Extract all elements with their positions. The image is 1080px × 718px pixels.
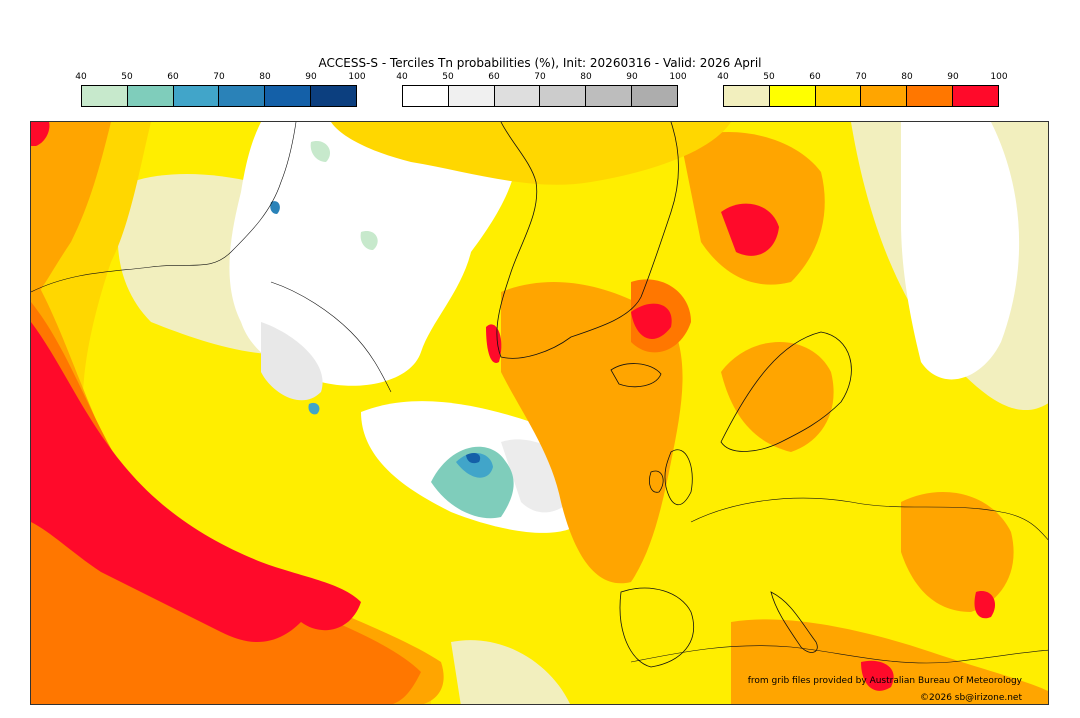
legend-swatch: [540, 86, 587, 106]
red-zone: [631, 303, 672, 339]
legend-swatch: [219, 86, 266, 106]
below-normal-zone: [270, 201, 280, 214]
coastline-italy: [770, 591, 818, 653]
coastline-greenland: [496, 122, 679, 359]
coastline-europe: [690, 497, 1048, 541]
tick-label: 70: [855, 72, 867, 82]
legend-swatch: [724, 86, 770, 106]
legend-swatch: [907, 86, 954, 106]
below-normal-zone: [360, 231, 378, 250]
near-normal-zone: [901, 122, 1020, 380]
red-zone: [861, 660, 894, 691]
legend-swatch: [861, 86, 908, 106]
coastline-britain: [664, 449, 693, 505]
tick-label: 70: [213, 72, 225, 82]
near-normal-zone: [261, 322, 323, 401]
orange-band: [31, 122, 111, 302]
tick-label: 80: [580, 72, 592, 82]
chart-title: ACCESS-S - Terciles Tn probabilities (%)…: [318, 56, 762, 70]
legend-swatch: [265, 86, 312, 106]
coastline-iberia: [619, 587, 694, 668]
source-credit: from grib files provided by Australian B…: [747, 676, 1022, 686]
orange-band: [901, 492, 1014, 612]
tick-label: 90: [947, 72, 959, 82]
legend-colorbar: [402, 85, 678, 107]
below-normal-zone: [466, 452, 481, 464]
coastline-africa: [630, 645, 1048, 664]
below-normal-zone: [431, 446, 514, 519]
legend-swatch: [494, 86, 541, 106]
legend-swatch: [953, 86, 998, 106]
legend-swatch: [586, 86, 633, 106]
legend-below-normal: 40 50 60 70 80 90 100: [75, 72, 366, 107]
tick-label: 100: [669, 72, 687, 82]
coastline-scandinavia: [720, 331, 852, 452]
legend-swatch: [82, 86, 128, 106]
red-zone: [486, 324, 502, 363]
tick-label: 40: [75, 72, 87, 82]
legend-swatch: [632, 86, 677, 106]
coastline-north-america: [31, 122, 297, 293]
dark-orange-band: [31, 302, 421, 704]
legend-ticks: 40 50 60 70 80 90 100: [396, 72, 686, 85]
tick-label: 100: [990, 72, 1008, 82]
coastline-labrador: [270, 281, 392, 393]
tick-label: 40: [717, 72, 729, 82]
orange-band: [721, 342, 834, 452]
below-normal-zone: [456, 452, 493, 478]
legend-swatch: [311, 86, 356, 106]
coastline-ireland: [649, 470, 664, 493]
tick-label: 90: [626, 72, 638, 82]
tick-label: 50: [763, 72, 775, 82]
legend-swatch: [173, 86, 220, 106]
legend-above-normal: 40 50 60 70 80 90 100: [717, 72, 1008, 107]
pale-zone: [451, 640, 570, 704]
legend-swatch: [403, 86, 449, 106]
copyright: ©2026 sb@irizone.net: [920, 693, 1022, 703]
tick-label: 60: [809, 72, 821, 82]
tick-label: 60: [167, 72, 179, 82]
map-svg: [31, 122, 1048, 704]
legend-ticks: 40 50 60 70 80 90 100: [75, 72, 365, 85]
tick-label: 40: [396, 72, 408, 82]
below-normal-zone: [310, 141, 331, 162]
legend-near-normal: 40 50 60 70 80 90 100: [396, 72, 687, 107]
legend-swatch: [127, 86, 174, 106]
legend-colorbar: [723, 85, 999, 107]
red-zone: [31, 322, 361, 642]
tick-label: 100: [348, 72, 366, 82]
tick-label: 50: [442, 72, 454, 82]
tick-label: 50: [121, 72, 133, 82]
below-normal-zone: [308, 402, 320, 415]
tick-label: 90: [305, 72, 317, 82]
orange-band: [731, 619, 1048, 704]
legend-ticks: 40 50 60 70 80 90 100: [717, 72, 1007, 85]
tick-label: 70: [534, 72, 546, 82]
legend-colorbar: [81, 85, 357, 107]
orange-band: [501, 282, 683, 584]
red-zone: [721, 203, 779, 256]
coastline-iceland: [610, 363, 662, 388]
legend-swatch: [448, 86, 495, 106]
legend-swatch: [815, 86, 862, 106]
tick-label: 60: [488, 72, 500, 82]
probability-map: from grib files provided by Australian B…: [30, 121, 1049, 705]
red-zone: [31, 122, 50, 146]
near-normal-zone: [229, 122, 518, 386]
red-zone: [974, 591, 996, 619]
legend-swatch: [769, 86, 816, 106]
tick-label: 80: [901, 72, 913, 82]
orange-band: [331, 122, 731, 185]
tick-label: 80: [259, 72, 271, 82]
